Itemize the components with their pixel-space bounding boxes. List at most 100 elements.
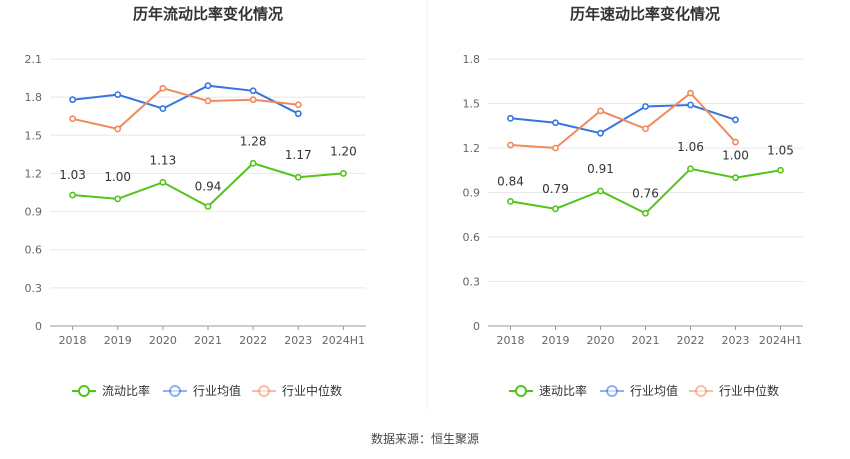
data-point-industry_avg <box>159 105 167 112</box>
data-point-company <box>777 166 784 174</box>
legend-marker-company <box>78 385 90 397</box>
y-tick-label: 1.8 <box>463 53 481 66</box>
x-tick-label: 2022 <box>239 334 267 347</box>
data-point-industry_median <box>69 115 76 123</box>
x-tick-label: 2018 <box>59 334 87 347</box>
chart-title: 历年流动比率变化情况 <box>133 5 283 23</box>
data-point-industry_avg <box>204 82 212 90</box>
x-tick-label: 2020 <box>587 334 615 347</box>
x-tick-label: 2021 <box>632 334 660 347</box>
series-line-industry_avg <box>72 84 299 115</box>
data-point-industry_avg <box>687 101 694 109</box>
data-point-company <box>114 195 122 203</box>
series-line-industry_median <box>72 87 299 130</box>
data-point-industry_avg <box>597 129 604 137</box>
y-tick-label: 0 <box>35 320 42 333</box>
data-point-industry_median <box>687 89 694 97</box>
data-label: 1.13 <box>149 153 176 167</box>
data-point-company <box>159 178 167 186</box>
data-point-company <box>294 173 302 181</box>
legend-label: 行业中位数 <box>282 383 342 398</box>
data-point-industry_avg <box>69 96 76 104</box>
data-point-industry_median <box>249 96 257 104</box>
data-label: 1.20 <box>330 144 357 158</box>
legend-marker-industry_median <box>258 385 270 397</box>
data-point-company <box>69 191 76 199</box>
y-tick-label: 1.2 <box>463 142 481 155</box>
data-point-company <box>340 170 347 177</box>
data-point-company <box>552 205 559 213</box>
y-tick-label: 1.5 <box>25 129 43 142</box>
x-tick-label: 2020 <box>149 334 177 347</box>
data-label: 1.06 <box>677 140 704 154</box>
legend-marker-industry_median <box>695 385 707 397</box>
x-tick-label: 2024H1 <box>322 334 365 347</box>
data-point-industry_median <box>552 144 559 152</box>
data-point-industry_median <box>294 101 302 109</box>
data-label: 0.94 <box>195 179 222 193</box>
data-point-industry_median <box>159 84 167 92</box>
legend-label: 行业中位数 <box>719 383 779 398</box>
data-label: 0.76 <box>632 186 659 200</box>
data-label: 1.00 <box>722 149 749 163</box>
data-point-industry_avg <box>507 114 514 122</box>
data-point-company <box>687 165 694 173</box>
x-tick-label: 2021 <box>194 334 222 347</box>
legend-label: 流动比率 <box>102 383 150 398</box>
legend-label: 行业均值 <box>193 383 241 398</box>
data-point-industry_avg <box>294 110 302 118</box>
data-point-industry_avg <box>552 119 559 127</box>
data-point-industry_median <box>204 97 212 105</box>
series-line-industry_median <box>510 91 737 150</box>
y-tick-label: 0.3 <box>463 276 481 289</box>
data-label: 1.00 <box>104 170 131 184</box>
x-tick-label: 2018 <box>497 334 525 347</box>
x-tick-label: 2024H1 <box>759 334 802 347</box>
legend-marker-industry_avg <box>606 385 618 397</box>
data-point-company <box>642 209 649 217</box>
chart-title: 历年速动比率变化情况 <box>570 5 720 23</box>
data-label: 0.91 <box>587 162 614 176</box>
data-point-industry_median <box>114 125 122 133</box>
data-point-industry_median <box>642 125 649 133</box>
data-point-company <box>507 197 514 205</box>
y-tick-label: 0.6 <box>25 244 43 257</box>
data-point-company <box>732 174 739 182</box>
data-label: 0.84 <box>497 174 524 188</box>
x-tick-label: 2022 <box>677 334 705 347</box>
y-tick-label: 2.1 <box>25 53 43 66</box>
data-point-industry_avg <box>642 103 649 110</box>
y-tick-label: 1.8 <box>25 91 43 104</box>
data-label: 0.79 <box>542 182 569 196</box>
legend-label: 行业均值 <box>630 383 678 398</box>
x-tick-label: 2019 <box>104 334 132 347</box>
y-tick-label: 1.5 <box>463 98 481 111</box>
legend-label: 速动比率 <box>539 383 587 398</box>
x-tick-label: 2023 <box>284 334 312 347</box>
y-tick-label: 0.9 <box>25 206 43 219</box>
x-tick-label: 2019 <box>542 334 570 347</box>
legend-marker-company <box>515 385 527 397</box>
data-point-company <box>204 203 212 210</box>
data-point-company <box>249 159 257 167</box>
data-point-industry_avg <box>732 116 739 124</box>
data-label: 1.05 <box>767 143 794 157</box>
quick-ratio-chart: 历年速动比率变化情况 0 0.3 0.6 0.9 1.2 1.5 1.8 2018 2019 202… <box>463 5 803 398</box>
x-tick-label: 2023 <box>722 334 750 347</box>
data-point-company <box>597 187 604 195</box>
data-label: 1.17 <box>285 148 312 162</box>
data-point-industry_avg <box>249 87 257 95</box>
data-point-industry_median <box>507 141 514 149</box>
data-label: 1.03 <box>59 168 86 182</box>
y-tick-label: 0.3 <box>25 282 43 295</box>
y-tick-label: 0 <box>473 320 480 333</box>
y-tick-label: 0.9 <box>463 187 481 200</box>
data-point-industry_avg <box>114 91 122 98</box>
legend-marker-industry_avg <box>169 385 181 397</box>
y-tick-label: 1.2 <box>25 167 43 180</box>
data-source-note: 数据来源：恒生聚源 <box>371 431 479 446</box>
data-label: 1.28 <box>240 134 267 148</box>
data-point-industry_median <box>732 138 739 146</box>
data-point-industry_median <box>597 107 604 115</box>
